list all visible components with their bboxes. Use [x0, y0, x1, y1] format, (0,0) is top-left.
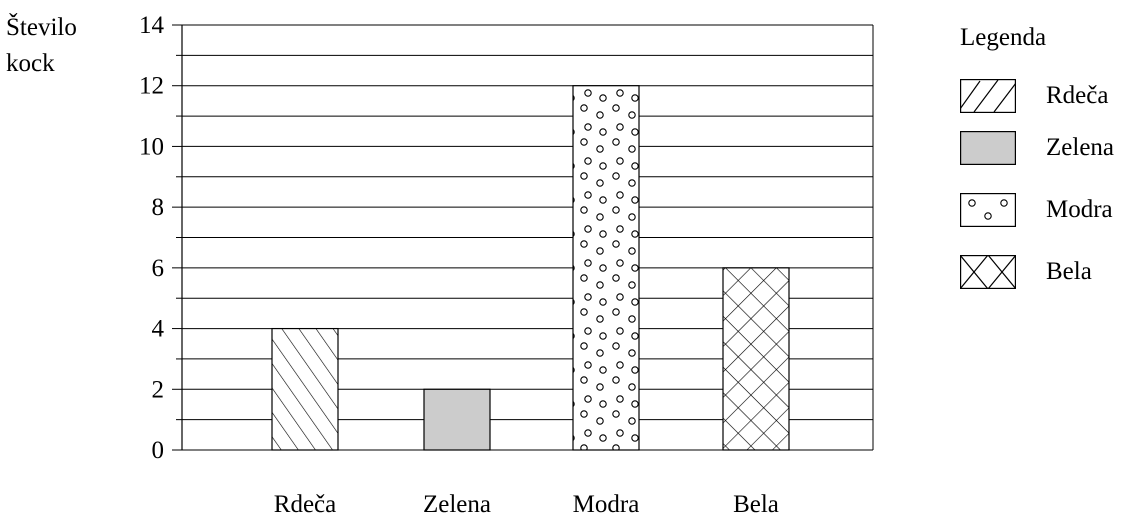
legend-swatch	[960, 255, 1016, 289]
legend-label: Zelena	[1046, 134, 1115, 161]
y-tick-label: 14	[139, 12, 165, 39]
y-axis-label: Število kock	[6, 10, 77, 82]
y-tick-label: 4	[152, 316, 165, 343]
y-tick-label: 8	[152, 194, 165, 221]
legend-title: Legenda	[960, 24, 1047, 51]
legend-label: Modra	[1046, 196, 1113, 223]
y-tick-label: 0	[152, 437, 165, 464]
bar-modra	[572, 85, 640, 451]
legend-swatch	[960, 193, 1016, 227]
legend-item-rdeča: Rdeča	[960, 79, 1108, 113]
legend-item-modra: Modra	[960, 193, 1113, 227]
legend-swatch	[960, 131, 1016, 165]
bar-zelena	[423, 388, 491, 451]
bar-rdeča	[271, 327, 339, 451]
legend-item-zelena: Zelena	[960, 131, 1114, 165]
x-tick-label: Zelena	[423, 491, 491, 518]
legend-label: Bela	[1046, 258, 1092, 285]
y-axis: 0 2 4 6 8 10 12 14	[139, 12, 183, 464]
y-tick-label: 2	[152, 376, 165, 403]
y-axis-label-line-2: kock	[6, 50, 55, 77]
legend-swatch	[960, 79, 1016, 113]
y-axis-label-line-1: Število	[6, 14, 77, 41]
x-tick-label: Modra	[573, 491, 640, 518]
legend-item-bela: Bela	[960, 255, 1092, 289]
y-tick-label: 10	[139, 133, 164, 160]
legend-label: Rdeča	[1046, 82, 1109, 109]
x-axis-labels: Rdeča Zelena Modra Bela	[274, 491, 779, 518]
x-tick-label: Rdeča	[274, 491, 336, 518]
y-tick-label: 6	[152, 255, 165, 282]
x-tick-label: Bela	[733, 491, 779, 518]
y-tick-label: 12	[139, 73, 164, 100]
bars	[271, 85, 790, 451]
bar-bela	[722, 267, 790, 451]
